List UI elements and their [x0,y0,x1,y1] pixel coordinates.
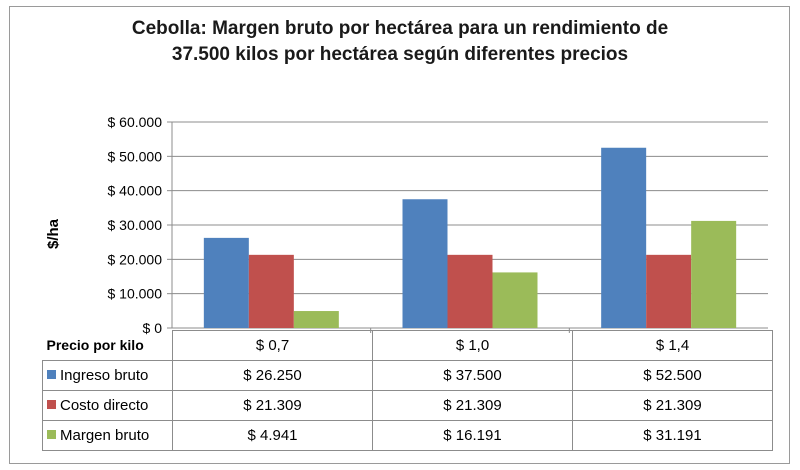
legend-entry: Ingreso bruto [42,360,173,391]
data-table-header-row: Precio por kilo $ 0,7 $ 1,0 $ 1,4 [42,330,773,361]
data-label: $ 21.309 [372,390,573,421]
legend-label: Ingreso bruto [60,367,149,384]
chart-title-line-1: Cebolla: Margen bruto por hectárea para … [131,18,669,39]
data-table: Precio por kilo $ 0,7 $ 1,0 $ 1,4 Ingreso br… [42,330,773,451]
bar-costo-directo [248,254,294,328]
y-tick-label: $ 50.000 [108,148,163,164]
legend-label: Costo directo [60,397,149,414]
y-tick-label: $ 60.000 [108,114,163,130]
legend-swatch [47,370,56,379]
data-label: $ 4.941 [172,420,373,451]
bar-margen-bruto [492,272,538,328]
data-label: $ 16.191 [372,420,573,451]
legend-entry: Costo directo [42,390,173,421]
chart-title: Cebolla: Margen bruto por hectárea para … [0,16,800,68]
data-label: $ 31.191 [572,420,773,451]
y-tick-label: $ 40.000 [108,183,163,199]
data-label: $ 52.500 [572,360,773,391]
y-tick-label: $ 30.000 [108,217,163,233]
data-label: $ 37.500 [372,360,573,391]
legend-entry: Margen bruto [42,420,173,451]
bar-margen-bruto [293,311,339,328]
category-label: $ 0,7 [172,330,373,361]
bars [203,147,737,328]
x-axis-label: Precio por kilo [42,330,173,361]
data-label: $ 21.309 [572,390,773,421]
legend-label: Margen bruto [60,427,150,444]
data-table-row: Costo directo $ 21.309 $ 21.309 $ 21.309 [42,390,773,421]
data-label: $ 21.309 [172,390,373,421]
bar-costo-directo [447,254,493,328]
y-tick-labels: $ 0$ 10.000$ 20.000$ 30.000$ 40.000$ 50.… [108,114,163,336]
data-table-row: Margen bruto $ 4.941 $ 16.191 $ 31.191 [42,420,773,451]
bar-ingreso-bruto [203,237,249,328]
bar-ingreso-bruto [402,199,448,328]
y-tick-label: $ 20.000 [108,251,163,267]
category-label: $ 1,0 [372,330,573,361]
data-table-row: Ingreso bruto $ 26.250 $ 37.500 $ 52.500 [42,360,773,391]
y-tick-label: $ 10.000 [108,286,163,302]
legend-swatch [47,430,56,439]
bar-ingreso-bruto [601,147,647,328]
legend-swatch [47,400,56,409]
bar-margen-bruto [691,220,737,328]
data-label: $ 26.250 [172,360,373,391]
chart-title-line-2: 37.500 kilos por hectárea según diferent… [171,44,629,65]
category-label: $ 1,4 [572,330,773,361]
bar-costo-directo [646,254,692,328]
